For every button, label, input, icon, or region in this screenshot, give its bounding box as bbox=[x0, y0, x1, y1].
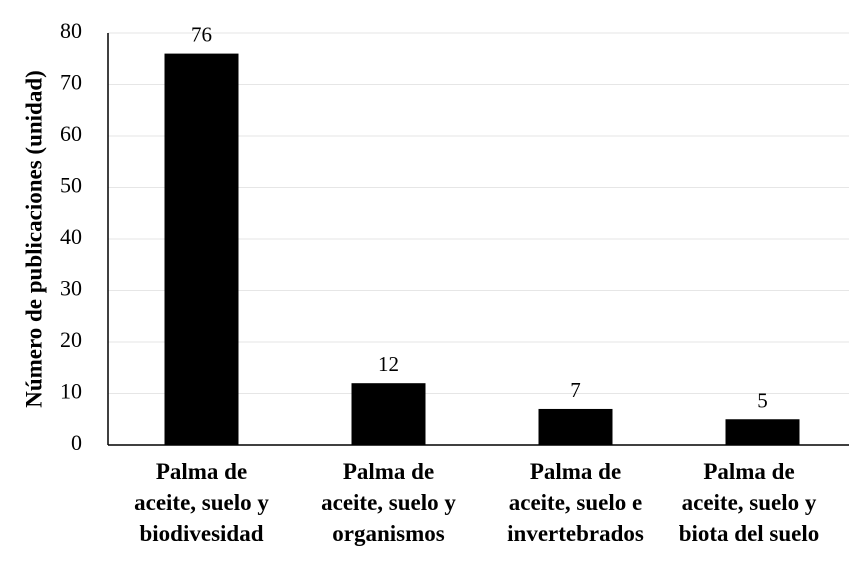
data-label: 5 bbox=[757, 388, 768, 412]
y-tick-label: 80 bbox=[60, 18, 82, 43]
x-tick-label: Palma de aceite, suelo y biodivesidad bbox=[134, 459, 269, 546]
y-tick-label: 10 bbox=[60, 379, 82, 404]
y-axis-label: Número de publicaciones (unidad) bbox=[21, 70, 46, 408]
bar bbox=[538, 408, 613, 445]
y-tick-label: 40 bbox=[60, 224, 82, 249]
y-tick-label: 30 bbox=[60, 276, 82, 301]
data-label: 7 bbox=[570, 378, 581, 402]
y-tick-label: 60 bbox=[60, 121, 82, 146]
y-tick-label: 0 bbox=[71, 430, 82, 455]
data-label: 12 bbox=[378, 352, 399, 376]
x-tick-label: Palma de aceite, suelo y organismos bbox=[321, 459, 456, 546]
y-tick-label: 70 bbox=[60, 70, 82, 95]
y-tick-label: 50 bbox=[60, 173, 82, 198]
bar bbox=[164, 53, 239, 445]
x-tick-label: Palma de aceite, suelo y biota del suelo bbox=[678, 459, 820, 546]
x-tick-label: Palma de aceite, suelo e invertebrados bbox=[507, 459, 644, 546]
bar bbox=[725, 419, 800, 445]
y-tick-label: 20 bbox=[60, 327, 82, 352]
data-label: 76 bbox=[191, 23, 212, 47]
bar bbox=[351, 383, 426, 445]
